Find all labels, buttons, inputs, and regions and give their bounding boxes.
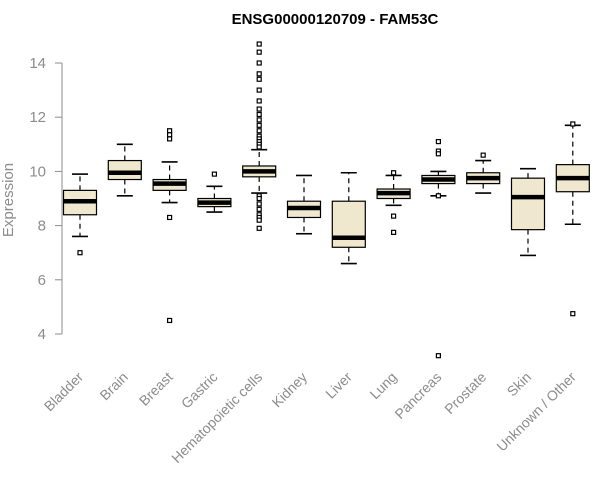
y-tick-label: 6 (38, 272, 46, 289)
box-unknown-other (555, 121, 590, 317)
outlier-point (435, 193, 441, 199)
outlier-point (77, 250, 83, 256)
outlier-point (256, 49, 262, 55)
boxes-layer (62, 41, 590, 359)
iqr-box (510, 177, 546, 231)
iqr-box (107, 159, 142, 181)
outlier-point (167, 132, 173, 138)
outlier-point (570, 121, 576, 127)
outlier-point (256, 217, 262, 223)
box-brain (107, 143, 142, 197)
box-breast (152, 128, 187, 324)
outlier-point (256, 76, 262, 82)
outlier-point (256, 111, 262, 118)
box-pancreas (421, 138, 456, 359)
outlier-point (256, 98, 262, 104)
x-tick-label: Prostate (441, 369, 489, 417)
outlier-point (391, 229, 397, 235)
outlier-point (480, 152, 486, 158)
box-bladder (62, 173, 98, 256)
outlier-point (256, 206, 262, 212)
outlier-point (167, 128, 173, 134)
outlier-point (256, 195, 262, 202)
x-tick-label: Liver (322, 369, 355, 402)
x-tick-label: Gastric (178, 369, 221, 412)
iqr-box (331, 200, 366, 248)
x-tick-label: Kidney (269, 369, 311, 411)
x-tick-label: Breast (136, 369, 176, 409)
box-gastric (197, 171, 232, 213)
box-lung (376, 170, 411, 235)
x-tick-label: Lung (366, 369, 399, 402)
outlier-point (256, 87, 262, 93)
outlier-point (256, 144, 262, 150)
outlier-point (256, 122, 262, 128)
y-tick-label: 4 (38, 326, 46, 343)
outlier-point (167, 136, 173, 142)
y-axis-label: Expression (0, 163, 17, 237)
outlier-point (167, 317, 173, 324)
outlier-point (435, 151, 441, 157)
y-tick-label: 12 (29, 109, 46, 126)
box-liver (331, 171, 366, 265)
y-tick-label: 10 (29, 163, 46, 180)
x-tick-label: Unknown / Other (493, 369, 579, 455)
outlier-point (256, 117, 262, 123)
y-tick-label: 14 (29, 55, 46, 72)
y-tick-label: 8 (38, 218, 46, 235)
outlier-point (570, 311, 576, 317)
outlier-point (435, 353, 441, 359)
x-tick-label: Brain (96, 369, 130, 403)
y-axis: 4 6 8 10 12 14 (29, 55, 63, 343)
outlier-point (256, 106, 262, 112)
box-kidney (286, 174, 322, 235)
x-tick-label: Skin (504, 369, 535, 400)
outlier-point (256, 225, 262, 231)
box-skin (510, 167, 546, 257)
outlier-point (256, 128, 262, 134)
outlier-point (256, 201, 262, 207)
outlier-point (435, 138, 441, 145)
x-tick-label: Pancreas (391, 369, 444, 422)
box-prostate (466, 152, 501, 194)
outlier-point (256, 41, 262, 47)
outlier-point (391, 213, 397, 219)
outlier-point (391, 170, 397, 176)
box-hematopoietic-cells (242, 41, 277, 231)
x-tick-label: Bladder (41, 369, 87, 415)
outlier-point (167, 214, 173, 221)
outlier-point (256, 60, 262, 66)
outlier-point (211, 171, 217, 177)
chart-title: ENSG00000120709 - FAM53C (232, 11, 439, 28)
outlier-point (256, 71, 262, 77)
